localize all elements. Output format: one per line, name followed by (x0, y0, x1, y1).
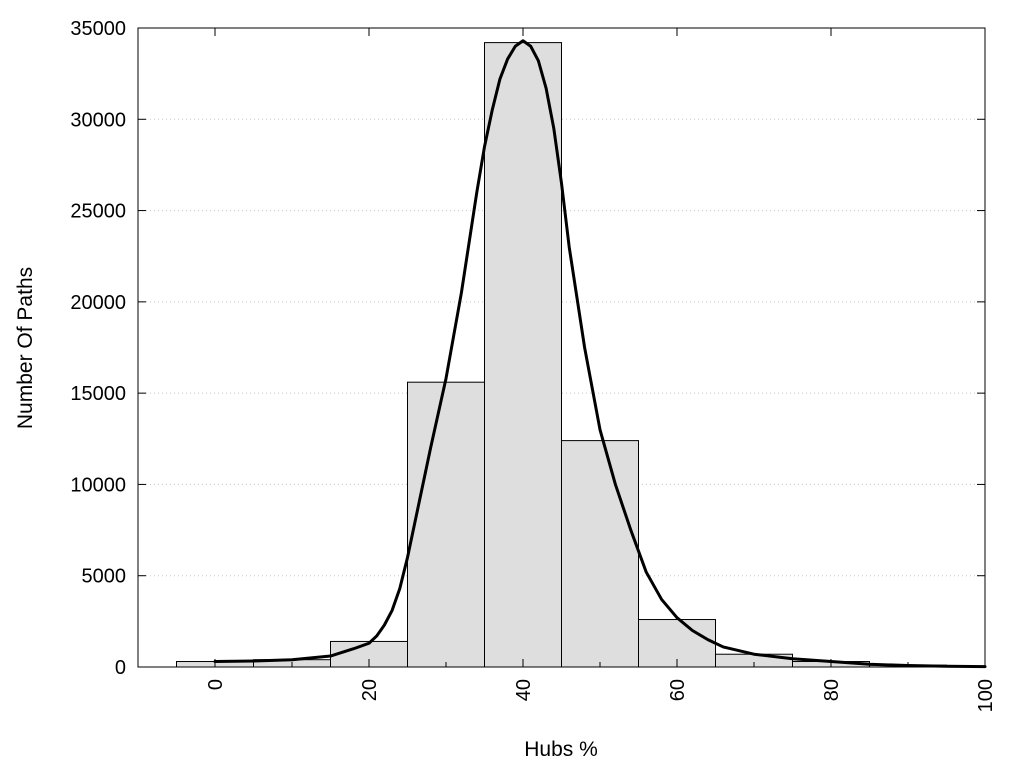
y-tick-label: 25000 (70, 201, 126, 223)
x-axis-title: Hubs % (524, 738, 598, 761)
x-tick-label: 100 (975, 679, 997, 712)
x-tick-label: 0 (205, 679, 227, 690)
fit-curve (213, 39, 987, 669)
fit-curve-layer (213, 39, 987, 669)
histogram-bar (561, 440, 639, 668)
histogram-bar (484, 42, 562, 668)
x-tick-label: 20 (359, 679, 381, 701)
y-tick-label: 30000 (70, 109, 126, 131)
histogram-bars (176, 42, 947, 668)
y-tick-label: 35000 (70, 18, 126, 40)
x-tick-label: 80 (821, 679, 843, 701)
x-tick-label: 40 (513, 679, 535, 701)
x-axis-ticks: 0 20 40 60 80 100 (205, 28, 997, 712)
x-tick-label: 60 (667, 679, 689, 701)
histogram-bar (407, 381, 485, 668)
y-tick-label: 20000 (70, 292, 126, 314)
plot-frame (137, 27, 986, 668)
y-axis-ticks: 0 5000 10000 15000 20000 25000 30000 35000 (70, 18, 985, 679)
y-tick-label: 10000 (70, 474, 126, 496)
y-axis-title: Number Of Paths (14, 267, 37, 429)
y-tick-label: 15000 (70, 383, 126, 405)
y-tick-label: 0 (115, 657, 126, 679)
y-tick-label: 5000 (82, 566, 127, 588)
